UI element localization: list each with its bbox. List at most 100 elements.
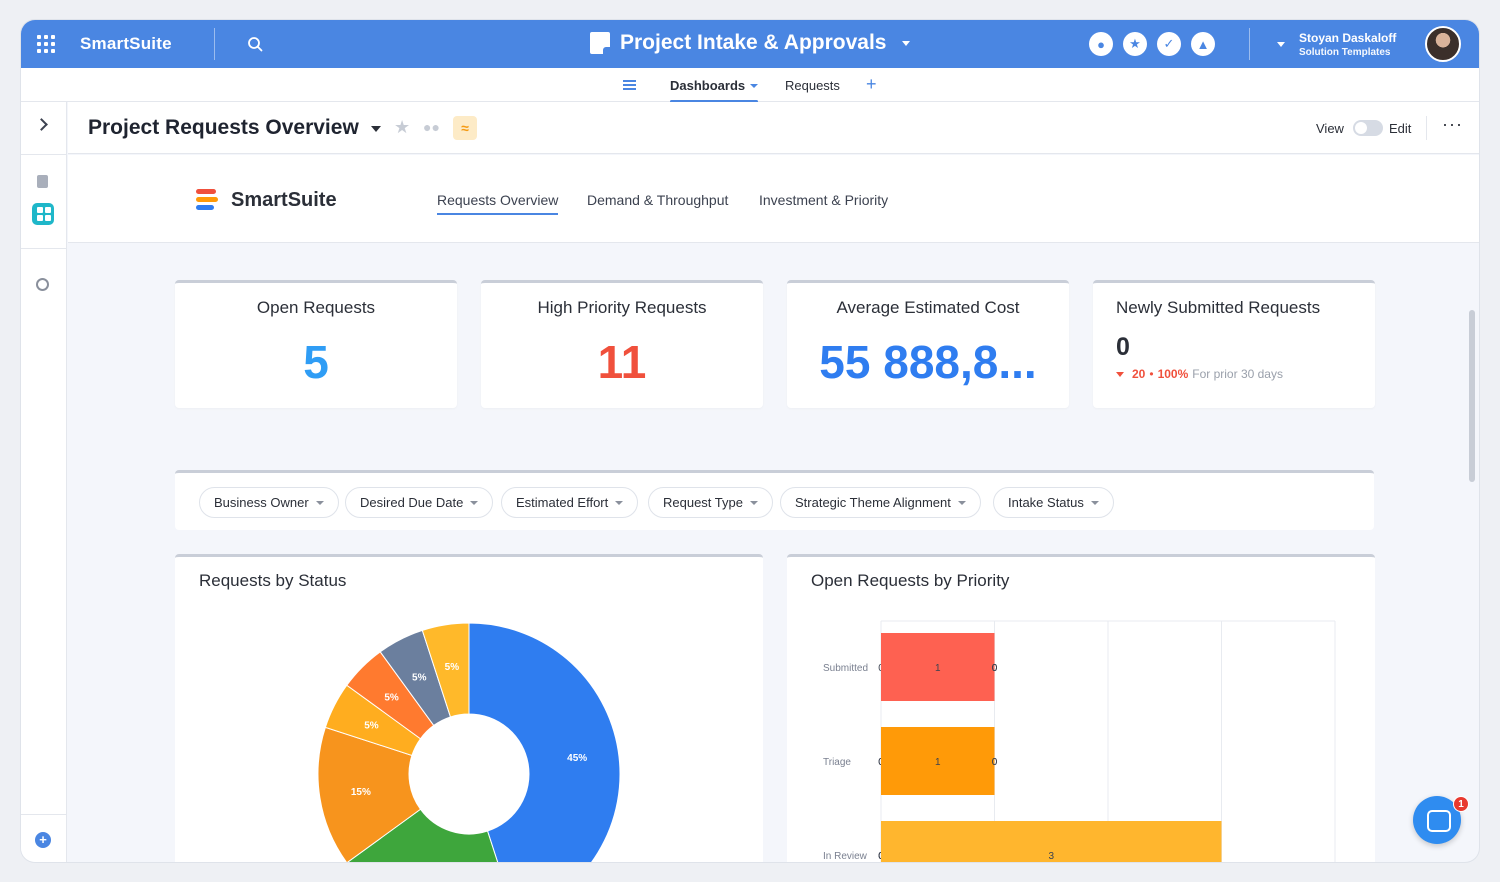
dashboard-header: SmartSuite Requests Overview Demand & Th…	[68, 155, 1479, 243]
divider	[21, 154, 67, 155]
chevron-down-icon[interactable]	[1277, 42, 1285, 47]
chart-card-priority: Open Requests by Priority Submitted01000…	[787, 554, 1375, 862]
tab-investment-priority[interactable]: Investment & Priority	[759, 192, 889, 208]
more-options-icon[interactable]: ···	[1442, 114, 1463, 134]
delta-percent: 100%	[1157, 367, 1189, 381]
edit-mode-label: Edit	[1389, 121, 1412, 136]
metric-card-high-priority: High Priority Requests 11	[481, 280, 763, 408]
pie-slice-label: 15%	[351, 787, 371, 798]
tab-dashboards[interactable]: Dashboards	[670, 78, 759, 103]
delta-period: For prior 30 days	[1192, 367, 1283, 381]
dashboard-icon[interactable]	[32, 203, 54, 225]
bar-segment[interactable]	[881, 633, 995, 701]
scrollbar[interactable]	[1469, 310, 1475, 482]
pie-slice-label: 5%	[384, 693, 399, 704]
favorite-star-icon[interactable]: ★	[394, 117, 411, 137]
app-window: SmartSuite Project Intake & Approvals ● …	[21, 20, 1479, 862]
star-icon[interactable]: ★	[1123, 32, 1147, 56]
rss-feed-icon[interactable]: ≈	[453, 116, 477, 140]
page-title[interactable]: Project Requests Overview	[88, 116, 359, 139]
view-edit-toggle[interactable]	[1353, 120, 1383, 136]
bar-data-label: 0	[992, 757, 998, 768]
document-icon[interactable]	[37, 175, 48, 188]
metric-card-average-cost: Average Estimated Cost 55 888,8...	[787, 280, 1069, 408]
chart-card-requests-by-status: Requests by Status 45% 15% 5% 5% 5% 5%	[175, 554, 763, 862]
tab-demand-throughput[interactable]: Demand & Throughput	[587, 192, 729, 208]
page-header: Project Requests Overview ★ ●● ≈ View Ed…	[68, 102, 1479, 154]
team-icon[interactable]: ●●	[423, 119, 440, 135]
divider	[21, 814, 67, 815]
chevron-down-icon	[315, 500, 324, 505]
filter-intake-status[interactable]: Intake Status	[993, 487, 1114, 518]
bar-data-label: 3	[1048, 851, 1054, 862]
pie-slice[interactable]	[421, 622, 470, 718]
left-sidebar: +	[21, 102, 67, 862]
metric-value: 11	[597, 336, 647, 388]
bar-data-label: 1	[935, 663, 941, 674]
tab-requests[interactable]: Requests	[785, 78, 840, 93]
filter-estimated-effort[interactable]: Estimated Effort	[501, 487, 639, 518]
chevron-right-icon[interactable]	[35, 118, 48, 131]
members-icon[interactable]: ●	[1089, 32, 1113, 56]
user-name[interactable]: Stoyan Daskaloff	[1299, 31, 1397, 45]
bar-segment[interactable]	[881, 821, 1222, 862]
app-title: Project Intake & Approvals	[620, 31, 887, 54]
user-circle-icon[interactable]	[36, 278, 49, 291]
pie-slice[interactable]	[468, 622, 621, 862]
pie-slice[interactable]	[347, 808, 516, 862]
pie-slice-label: 5%	[412, 672, 427, 683]
menu-icon[interactable]	[623, 80, 636, 90]
add-tab-button[interactable]: +	[866, 74, 877, 94]
app-title-menu[interactable]: Project Intake & Approvals	[590, 31, 911, 55]
chevron-down-icon	[615, 500, 624, 505]
tab-label: Requests	[785, 78, 840, 93]
filter-label: Intake Status	[1008, 495, 1084, 510]
search-icon[interactable]	[247, 36, 263, 52]
top-actions: ● ★ ✓ ▲	[1089, 32, 1215, 56]
metric-value: 55 888,8...	[819, 336, 1037, 388]
chart-title: Requests by Status	[199, 571, 347, 590]
bell-icon[interactable]: ▲	[1191, 32, 1215, 56]
chart-title: Open Requests by Priority	[811, 571, 1010, 590]
chat-badge: 1	[1453, 796, 1469, 812]
category-label: Submitted	[823, 663, 868, 674]
metric-title: Newly Submitted Requests	[1116, 298, 1321, 317]
delta-count: 20	[1132, 367, 1146, 381]
filter-strategic-theme[interactable]: Strategic Theme Alignment	[780, 487, 981, 518]
chevron-down-icon[interactable]	[371, 126, 381, 132]
apps-grid-icon[interactable]	[37, 35, 55, 53]
tab-requests-overview[interactable]: Requests Overview	[437, 192, 559, 215]
sub-navigation: Dashboards Requests +	[21, 68, 1479, 103]
pie-chart: 45% 15% 5% 5% 5% 5%	[317, 622, 621, 862]
chevron-down-icon	[957, 500, 966, 505]
metric-title: High Priority Requests	[537, 298, 707, 317]
pie-slice[interactable]	[317, 726, 422, 862]
divider	[1249, 28, 1250, 60]
metric-delta: 20 • 100% For prior 30 days	[1116, 367, 1283, 381]
metric-title: Average Estimated Cost	[836, 298, 1020, 317]
add-icon[interactable]: +	[35, 832, 51, 848]
metric-value: 5	[303, 336, 329, 388]
delta-separator: •	[1149, 367, 1154, 381]
avatar[interactable]	[1425, 26, 1461, 62]
divider	[21, 248, 67, 249]
divider	[214, 28, 215, 60]
filter-desired-due-date[interactable]: Desired Due Date	[345, 487, 494, 518]
pie-slice-label: 5%	[364, 720, 379, 731]
chevron-down-icon	[1090, 500, 1099, 505]
brand-name[interactable]: SmartSuite	[80, 34, 172, 53]
chevron-down-icon	[902, 40, 911, 46]
check-icon[interactable]: ✓	[1157, 32, 1181, 56]
filter-request-type[interactable]: Request Type	[648, 487, 773, 518]
dashboard-brand: SmartSuite	[231, 189, 337, 211]
bar-segment[interactable]	[881, 727, 995, 795]
trend-down-icon	[1116, 371, 1124, 377]
filter-business-owner[interactable]: Business Owner	[199, 487, 339, 518]
filter-label: Desired Due Date	[360, 495, 464, 510]
filter-label: Business Owner	[214, 495, 309, 510]
category-label: Triage	[823, 757, 851, 768]
filter-label: Strategic Theme Alignment	[795, 495, 951, 510]
pie-slice-label: 5%	[445, 662, 460, 673]
bar-data-label: 0	[992, 663, 998, 674]
bar-data-label: 0	[992, 757, 998, 768]
